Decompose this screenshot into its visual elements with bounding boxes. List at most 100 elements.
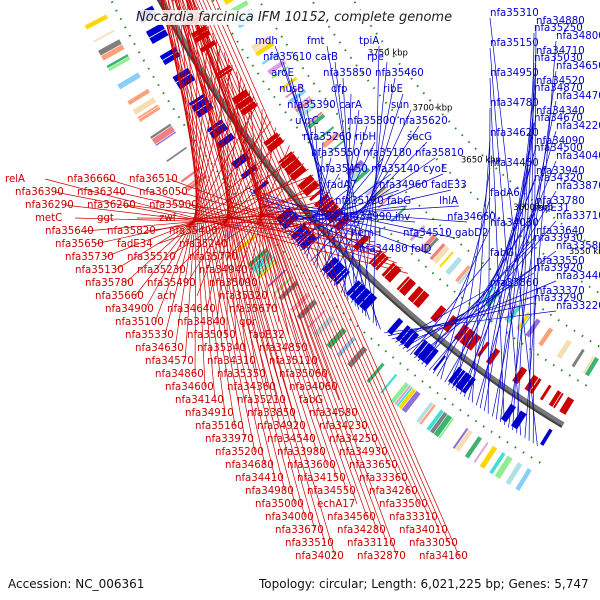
gene-label-plus[interactable]: hemH — [351, 228, 381, 239]
gene-label-plus[interactable]: mdh — [255, 36, 278, 47]
gene-label-minus[interactable]: fabG — [299, 395, 323, 406]
gene-label-plus[interactable]: secG — [407, 132, 432, 143]
gene-label-minus[interactable]: nfa34980 — [245, 486, 294, 497]
gene-label-plus[interactable]: nfa34620 — [490, 128, 539, 139]
gene-label-plus[interactable]: nfa33780 — [536, 196, 585, 207]
gene-label-minus[interactable]: nfa33600 — [287, 460, 336, 471]
gene-label-minus[interactable]: nfa33980 — [277, 447, 326, 458]
gene-label-minus[interactable]: nfa34540 — [267, 434, 316, 445]
gene-label-minus[interactable]: nfa34020 — [295, 551, 344, 562]
gene-label-plus[interactable]: nfa33370 — [536, 286, 585, 297]
gene-label-plus[interactable]: nfa34880 — [536, 16, 585, 27]
gene-label-plus[interactable]: nfa34220 — [556, 121, 600, 132]
gene-label-minus[interactable]: metC — [35, 213, 62, 224]
gene-label-plus[interactable]: fmt — [307, 36, 325, 47]
gene-label-plus[interactable]: nfa33930 — [534, 233, 583, 244]
gene-label-minus[interactable]: nfa34930 — [339, 447, 388, 458]
gene-label-minus[interactable]: nfa34920 — [257, 421, 306, 432]
gene-label-plus[interactable]: ribH — [355, 132, 376, 143]
gene-label-minus[interactable]: nfa35770 — [189, 252, 238, 263]
gene-label-minus[interactable]: nfa34900 — [105, 304, 154, 315]
gene-label-minus[interactable]: nfa35490 — [147, 278, 196, 289]
gene-label-minus[interactable]: nfa35510 — [127, 252, 176, 263]
gene-label-minus[interactable]: ach — [157, 291, 175, 302]
gene-label-plus[interactable]: nfa34870 — [534, 83, 583, 94]
gene-label-minus[interactable]: nfa35230 — [137, 265, 186, 276]
gene-label-minus[interactable]: nfa34550 — [307, 486, 356, 497]
gene-label-plus[interactable]: nfa34800 — [556, 31, 600, 42]
gene-label-plus[interactable]: nfa34510 — [403, 228, 452, 239]
gene-label-minus[interactable]: nfa33970 — [205, 434, 254, 445]
gene-label-plus[interactable]: nfa34340 — [536, 106, 585, 117]
gene-label-plus[interactable]: nfa34030 — [490, 218, 539, 229]
gene-label-minus[interactable]: nfa34680 — [225, 460, 274, 471]
gene-label-plus[interactable]: nfa33870 — [556, 181, 600, 192]
gene-label-minus[interactable]: nfa33110 — [347, 538, 396, 549]
gene-label-minus[interactable]: nfa35240 — [179, 239, 228, 250]
gene-label-plus[interactable]: carB — [315, 52, 338, 63]
gene-label-minus[interactable]: nfa34150 — [297, 473, 346, 484]
gene-label-plus[interactable]: nfa33640 — [536, 226, 585, 237]
gene-label-plus[interactable]: nfa34090 — [536, 136, 585, 147]
gene-label-plus[interactable]: fadE33 — [431, 180, 467, 191]
gene-label-plus[interactable]: tpiA — [359, 36, 379, 47]
gene-label-minus[interactable]: nfa34260 — [369, 486, 418, 497]
gene-label-plus[interactable]: nfa34040 — [556, 151, 600, 162]
gene-label-minus[interactable]: nfa34580 — [309, 408, 358, 419]
gene-label-minus[interactable]: nfa35130 — [75, 265, 124, 276]
gene-label-minus[interactable]: nfa35200 — [215, 447, 264, 458]
gene-label-minus[interactable]: nfa35340 — [197, 343, 246, 354]
gene-label-plus[interactable]: nfa34450 — [490, 158, 539, 169]
gene-label-minus[interactable]: nfa35350 — [217, 369, 266, 380]
gene-label-plus[interactable]: lhlA — [439, 196, 458, 207]
gene-label-plus[interactable]: dfp — [331, 84, 348, 95]
gene-label-minus[interactable]: ggt — [97, 213, 114, 224]
gene-label-plus[interactable]: gabD2 — [455, 228, 489, 239]
gene-label-minus[interactable]: nfa34250 — [329, 434, 378, 445]
gene-label-minus[interactable]: nfa35090 — [209, 278, 258, 289]
gene-label-minus[interactable]: nfa33650 — [349, 460, 398, 471]
gene-label-minus[interactable]: nfa34940 — [199, 265, 248, 276]
gene-label-minus[interactable]: nfa35640 — [45, 226, 94, 237]
gene-label-minus[interactable]: nfa34060 — [289, 382, 338, 393]
gene-label-plus[interactable]: inv — [395, 212, 410, 223]
gene-label-minus[interactable]: nfa34640 — [167, 304, 216, 315]
gene-label-minus[interactable]: nfa34560 — [327, 512, 376, 523]
gene-label-plus[interactable]: nfa35460 — [375, 68, 424, 79]
gene-label-plus[interactable]: nfa34320 — [534, 173, 583, 184]
gene-label-minus[interactable]: nfa35900 — [149, 200, 198, 211]
gene-label-plus[interactable]: nfa35260 — [303, 132, 352, 143]
gene-label-minus[interactable]: nfa35320 — [219, 291, 268, 302]
gene-label-minus[interactable]: nfa32870 — [357, 551, 406, 562]
gene-label-minus[interactable]: nfa35780 — [85, 278, 134, 289]
gene-label-minus[interactable]: nfa34000 — [265, 512, 314, 523]
gene-label-minus[interactable]: nfa35100 — [115, 317, 164, 328]
gene-label-plus[interactable]: nfa35550 — [311, 148, 360, 159]
gene-label-plus[interactable]: nfa33920 — [534, 263, 583, 274]
gene-label-minus[interactable]: nfa34160 — [419, 551, 468, 562]
gene-label-plus[interactable]: nfa33710 — [556, 211, 600, 222]
gene-label-minus[interactable]: nfa35400 — [169, 226, 218, 237]
gene-label-plus[interactable]: nfa35610 — [263, 52, 312, 63]
gene-label-plus[interactable]: nfa34660 — [447, 212, 496, 223]
gene-label-plus[interactable]: fabG — [387, 196, 411, 207]
gene-label-plus[interactable]: nfa34990 — [343, 212, 392, 223]
gene-label-minus[interactable]: nfa36260 — [87, 200, 136, 211]
gene-label-plus[interactable]: nfa35150 — [490, 38, 539, 49]
gene-label-minus[interactable]: nfa34910 — [185, 408, 234, 419]
gene-label-plus[interactable]: nfa35180 — [363, 148, 412, 159]
gene-label-plus[interactable]: nfa33290 — [534, 293, 583, 304]
gene-label-plus[interactable]: nfa35810 — [415, 148, 464, 159]
gene-label-minus[interactable]: nfa34600 — [165, 382, 214, 393]
gene-label-minus[interactable]: nfa34860 — [155, 369, 204, 380]
gene-label-minus[interactable]: nfa36660 — [67, 174, 116, 185]
gene-label-minus[interactable]: nfa34010 — [399, 525, 448, 536]
gene-label-minus[interactable]: nfa35820 — [107, 226, 156, 237]
gene-label-plus[interactable]: nfa34780 — [490, 98, 539, 109]
gene-label-minus[interactable]: nfa33510 — [285, 538, 334, 549]
gene-label-minus[interactable]: relA — [5, 174, 25, 185]
gene-label-plus[interactable]: nfa35850 — [323, 68, 372, 79]
gene-label-minus[interactable]: nfa35110 — [269, 356, 318, 367]
gene-label-minus[interactable]: nfa35050 — [187, 330, 236, 341]
gene-label-minus[interactable]: qor — [239, 317, 257, 328]
